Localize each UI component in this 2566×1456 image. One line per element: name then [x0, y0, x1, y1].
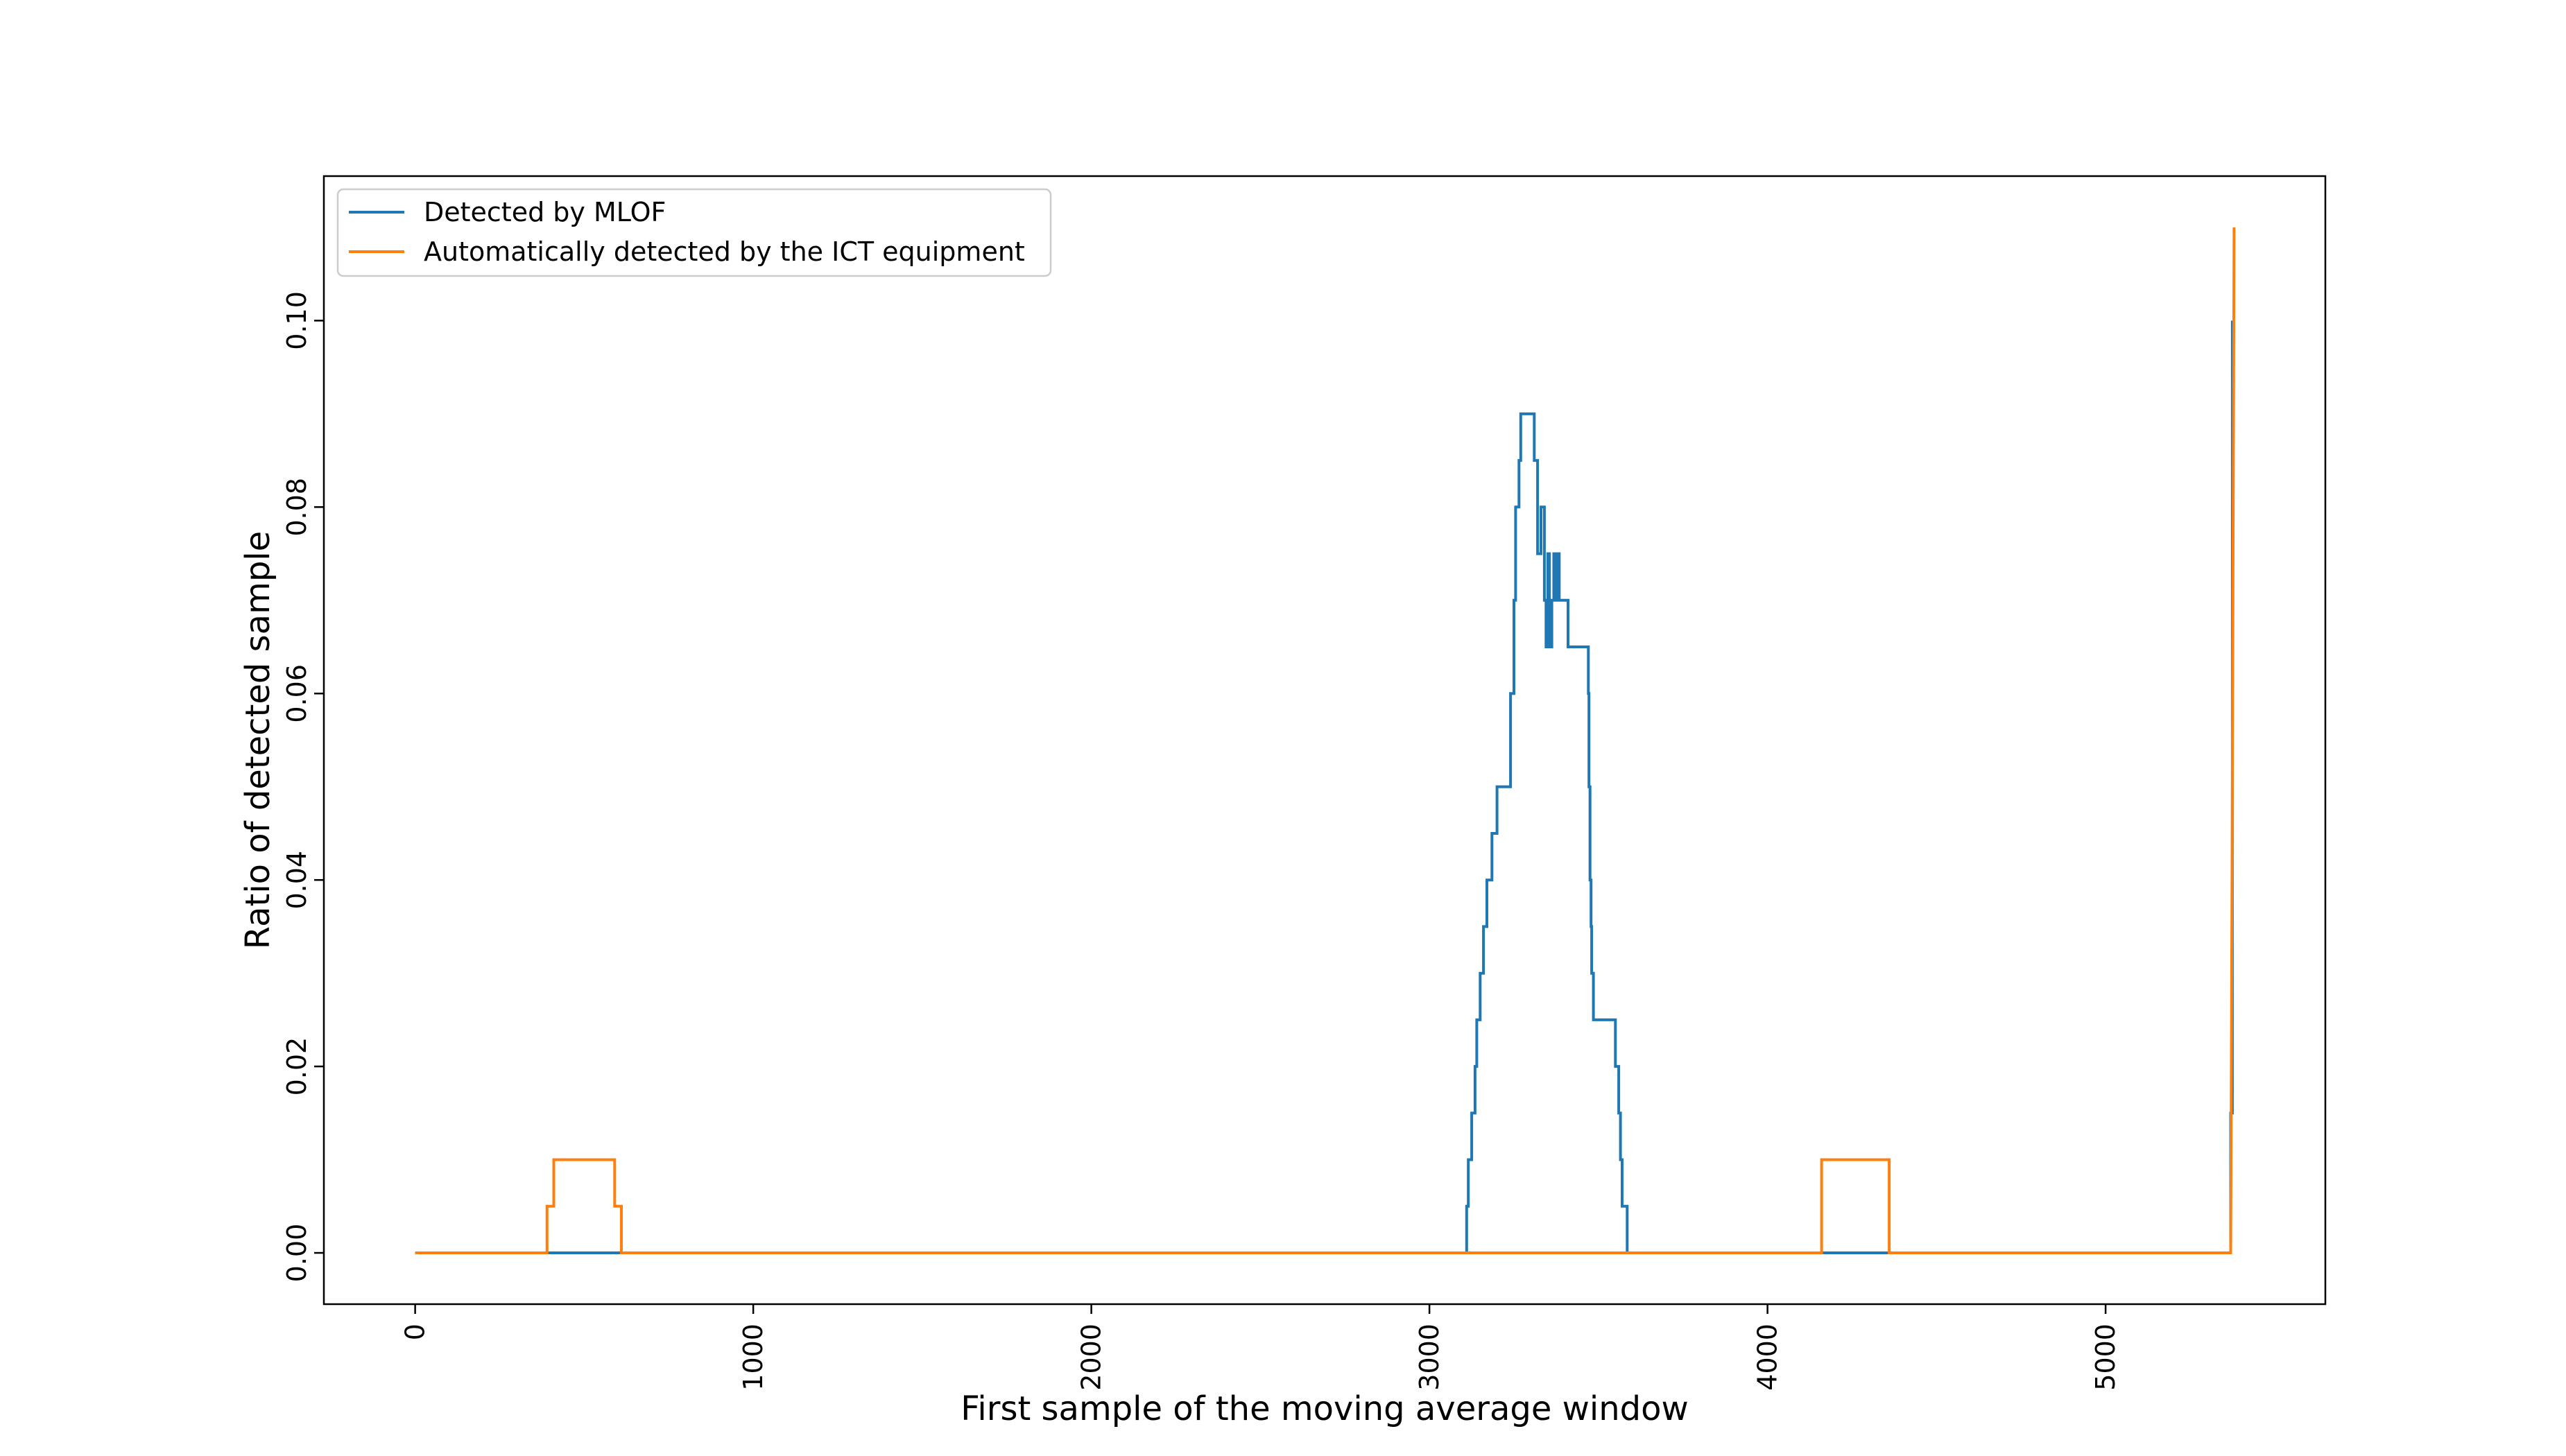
- x-axis-label: First sample of the moving average windo…: [961, 1389, 1688, 1428]
- y-axis: 0.00 0.02 0.04 0.06 0.08 0.10: [282, 291, 324, 1282]
- x-tick-label: 5000: [2090, 1324, 2121, 1391]
- y-tick-label: 0.08: [282, 478, 312, 537]
- y-tick-label: 0.00: [282, 1224, 312, 1283]
- legend: Detected by MLOF Automatically detected b…: [336, 188, 1052, 277]
- legend-label-0: Detected by MLOF: [424, 197, 666, 227]
- y-tick-label: 0.06: [282, 664, 312, 723]
- x-tick-label: 2000: [1076, 1324, 1107, 1391]
- y-tick-label: 0.04: [282, 851, 312, 910]
- legend-box: [336, 188, 1052, 277]
- series-line-1: [415, 227, 2236, 1254]
- x-axis: 0 1000 2000 3000 4000 5000: [400, 1304, 2121, 1391]
- legend-label-1: Automatically detected by the ICT equipm…: [424, 236, 1025, 267]
- x-tick-label: 3000: [1414, 1324, 1445, 1391]
- series-layer: [415, 227, 2236, 1254]
- series-line-0: [415, 320, 2234, 1254]
- x-tick-label: 1000: [738, 1324, 768, 1391]
- y-axis-label: Ratio of detected sample: [239, 531, 277, 949]
- x-tick-label: 4000: [1753, 1324, 1783, 1391]
- plot-frame: [322, 175, 2327, 1306]
- x-tick-label: 0: [400, 1324, 431, 1340]
- y-tick-label: 0.10: [282, 291, 312, 350]
- y-tick-label: 0.02: [282, 1037, 312, 1096]
